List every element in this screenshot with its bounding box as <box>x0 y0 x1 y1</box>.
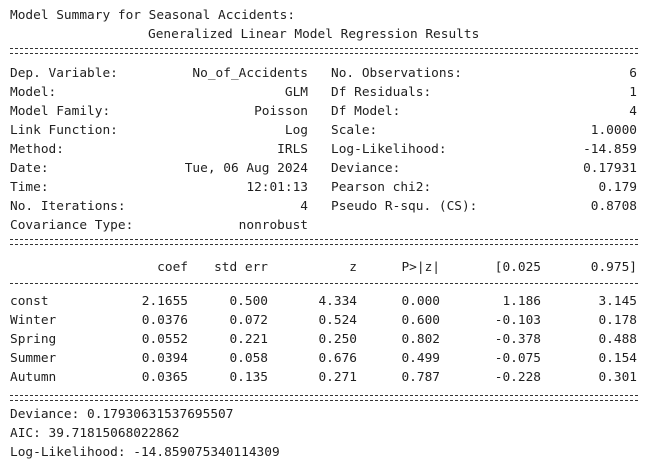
table-cell: -0.075 <box>494 351 541 366</box>
table-cell: 0.802 <box>401 332 440 347</box>
double-separator <box>10 239 638 245</box>
table-cell: 2.1655 <box>141 294 188 309</box>
row-label: Autumn <box>10 370 57 385</box>
column-header: coef <box>157 260 188 275</box>
info-value: 0.8708 <box>590 199 637 214</box>
info-value: 0.179 <box>598 180 637 195</box>
double-separator <box>10 395 638 401</box>
info-value: 1.0000 <box>590 123 637 138</box>
info-label: Df Residuals: <box>331 85 432 100</box>
info-label: Covariance Type: <box>10 218 134 233</box>
table-cell: 0.0394 <box>141 351 188 366</box>
table-cell: 3.145 <box>598 294 637 309</box>
row-label: Spring <box>10 332 57 347</box>
info-label: Df Model: <box>331 104 401 119</box>
table-cell: 0.676 <box>318 351 357 366</box>
double-separator <box>10 48 638 54</box>
info-value: nonrobust <box>238 218 308 233</box>
table-cell: -0.378 <box>494 332 541 347</box>
info-value: Log <box>284 123 308 138</box>
column-header: std err <box>214 260 268 275</box>
info-value: No_of_Accidents <box>192 66 308 81</box>
row-label: const <box>10 294 49 309</box>
info-label: No. Iterations: <box>10 199 126 214</box>
column-header: z <box>349 260 357 275</box>
table-cell: 0.0365 <box>141 370 188 385</box>
table-cell: -0.228 <box>494 370 541 385</box>
table-cell: 0.0376 <box>141 313 188 328</box>
table-cell: 0.072 <box>229 313 268 328</box>
info-label: Log-Likelihood: <box>331 142 447 157</box>
column-header: 0.975] <box>590 260 637 275</box>
info-value: 1 <box>629 85 637 100</box>
info-label: Date: <box>10 161 49 176</box>
footer-deviance: Deviance: 0.17930631537695507 <box>10 407 234 422</box>
table-cell: -0.103 <box>494 313 541 328</box>
info-label: Pseudo R-squ. (CS): <box>331 199 478 214</box>
results-heading: Generalized Linear Model Regression Resu… <box>148 27 480 42</box>
table-cell: 0.154 <box>598 351 637 366</box>
info-label: Time: <box>10 180 49 195</box>
table-cell: 0.488 <box>598 332 637 347</box>
summary-title: Model Summary for Seasonal Accidents: <box>10 8 296 23</box>
table-cell: 0.178 <box>598 313 637 328</box>
info-label: Pearson chi2: <box>331 180 432 195</box>
info-label: Scale: <box>331 123 378 138</box>
info-value: IRLS <box>277 142 308 157</box>
info-label: No. Observations: <box>331 66 462 81</box>
table-cell: 0.301 <box>598 370 637 385</box>
info-label: Model: <box>10 85 57 100</box>
table-cell: 0.787 <box>401 370 440 385</box>
info-value: GLM <box>284 85 308 100</box>
info-value: 0.17931 <box>583 161 637 176</box>
info-value: 6 <box>629 66 637 81</box>
table-cell: 0.499 <box>401 351 440 366</box>
table-cell: 0.0552 <box>141 332 188 347</box>
table-cell: 1.186 <box>502 294 541 309</box>
table-cell: 0.000 <box>401 294 440 309</box>
info-label: Deviance: <box>331 161 401 176</box>
table-cell: 0.524 <box>318 313 357 328</box>
table-cell: 0.500 <box>229 294 268 309</box>
column-header: [0.025 <box>494 260 541 275</box>
info-label: Link Function: <box>10 123 118 138</box>
table-cell: 0.221 <box>229 332 268 347</box>
dashed-separator <box>10 283 638 284</box>
info-value: 4 <box>300 199 308 214</box>
info-label: Dep. Variable: <box>10 66 118 81</box>
table-cell: 0.058 <box>229 351 268 366</box>
info-label: Method: <box>10 142 64 157</box>
footer-loglik: Log-Likelihood: -14.859075340114309 <box>10 445 280 460</box>
info-value: 4 <box>629 104 637 119</box>
info-value: 12:01:13 <box>246 180 308 195</box>
info-label: Model Family: <box>10 104 111 119</box>
row-label: Winter <box>10 313 57 328</box>
table-cell: 0.135 <box>229 370 268 385</box>
footer-aic: AIC: 39.71815068022862 <box>10 426 180 441</box>
table-cell: 0.250 <box>318 332 357 347</box>
info-value: Tue, 06 Aug 2024 <box>184 161 308 176</box>
table-cell: 0.271 <box>318 370 357 385</box>
info-value: -14.859 <box>583 142 637 157</box>
table-cell: 0.600 <box>401 313 440 328</box>
row-label: Summer <box>10 351 57 366</box>
column-header: P>|z| <box>401 260 440 275</box>
info-value: Poisson <box>254 104 308 119</box>
table-cell: 4.334 <box>318 294 357 309</box>
